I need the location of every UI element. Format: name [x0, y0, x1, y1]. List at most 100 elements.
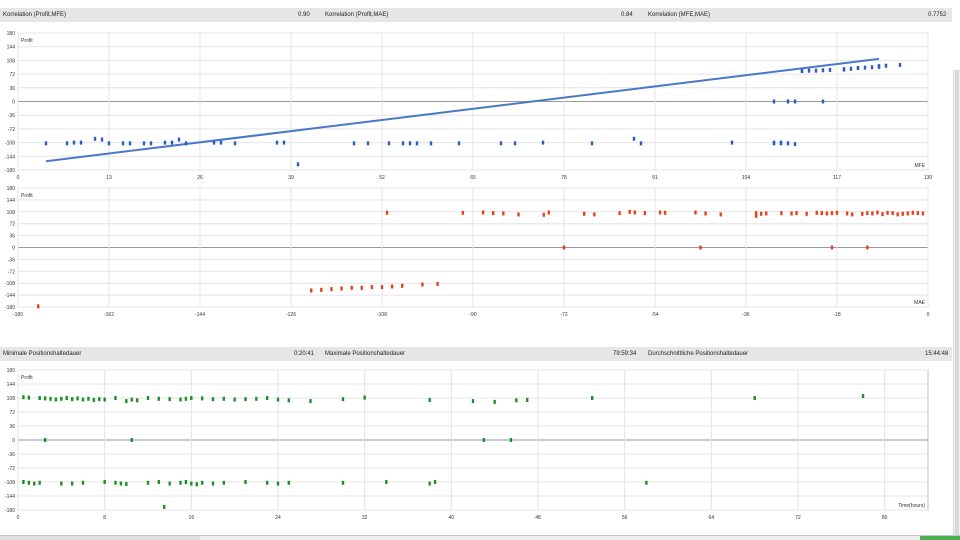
data-point: [891, 211, 894, 216]
data-point: [157, 480, 161, 484]
y-tick-label: -144: [5, 494, 15, 500]
data-point: [92, 397, 96, 402]
data-point: [363, 395, 366, 400]
data-point: [44, 141, 48, 146]
x-axis-label: MAE: [914, 300, 926, 306]
x-tick-label: 80: [882, 515, 888, 521]
data-point: [350, 285, 353, 290]
data-point: [130, 397, 133, 402]
y-tick-label: 72: [9, 222, 15, 228]
stat-label: Minimale Positionshaltedauer: [3, 351, 82, 357]
data-point: [429, 141, 433, 146]
data-point: [60, 481, 63, 486]
stat-value: 0.7752: [928, 12, 947, 18]
data-point: [753, 396, 756, 400]
chart-panel-time: -180 -144 -108 -72 -36 0 36 72 108 144 180 0 8 16 24 32…: [0, 365, 952, 525]
data-point: [842, 67, 846, 72]
y-tick-label: -144: [5, 154, 15, 160]
data-point: [886, 210, 889, 215]
report-tabs[interactable]: [0, 536, 200, 540]
data-point: [276, 481, 280, 486]
stat-value: 0.90: [298, 12, 310, 18]
y-tick-label: 180: [7, 186, 16, 192]
data-point: [200, 396, 204, 401]
x-tick-label: 13: [106, 175, 112, 181]
data-point: [863, 65, 867, 70]
x-tick-label: 32: [362, 515, 368, 521]
y-tick-label: -108: [5, 141, 15, 147]
x-tick-label: 16: [189, 515, 195, 521]
data-point: [645, 480, 648, 485]
data-point: [38, 480, 41, 485]
y-tick-label: 108: [7, 210, 16, 216]
data-point: [805, 211, 808, 216]
chart-panel-mfe: -180 -144 -108 -72 -36 0 36 72 108 144 180 0 13 26 39 5…: [0, 27, 952, 185]
x-tick-label: -54: [651, 312, 658, 318]
data-point: [70, 397, 74, 402]
y-axis-label: Profit: [21, 38, 33, 44]
status-indicator: [920, 536, 960, 540]
data-point: [27, 395, 31, 400]
data-point: [170, 140, 174, 145]
data-point: [370, 285, 374, 290]
data-point: [184, 480, 188, 484]
x-tick-label: -144: [195, 312, 205, 318]
data-point: [309, 399, 312, 404]
x-tick-label: 64: [709, 515, 715, 521]
data-point: [639, 141, 643, 146]
data-point: [861, 394, 865, 399]
data-point: [911, 210, 915, 215]
data-point: [255, 396, 258, 401]
y-tick-label: -72: [8, 466, 15, 472]
data-point: [421, 282, 424, 287]
data-point: [149, 141, 153, 146]
data-point: [276, 397, 280, 402]
y-tick-label: 0: [12, 246, 15, 252]
data-point: [310, 288, 313, 293]
data-point: [793, 99, 797, 104]
data-point: [850, 212, 854, 217]
data-point: [821, 68, 825, 73]
data-point: [184, 141, 188, 146]
x-axis-label: Time(hours): [898, 503, 925, 509]
stat-label: Korrelation (Profit,MFE): [3, 12, 67, 18]
data-point: [830, 211, 834, 216]
stat-value: 0:20:41: [294, 351, 315, 357]
data-point: [401, 141, 405, 146]
data-point: [54, 397, 58, 402]
data-point: [542, 212, 545, 217]
data-point: [211, 397, 215, 402]
stat-label: Korrelation (Profit,MAE): [325, 12, 389, 18]
data-point: [265, 480, 269, 485]
y-axis-label: Profit: [21, 375, 33, 381]
y-axis-label: Profit: [21, 193, 33, 199]
data-point: [618, 211, 621, 216]
x-tick-label: -126: [286, 312, 296, 318]
data-point: [179, 480, 182, 485]
data-point: [81, 397, 85, 402]
data-point: [428, 397, 431, 402]
data-point: [699, 245, 702, 250]
y-tick-label: 180: [7, 368, 16, 374]
data-point: [222, 480, 226, 485]
scrollbar-thumb[interactable]: [955, 70, 959, 540]
data-point: [135, 398, 139, 403]
data-point: [828, 67, 832, 72]
mfe-scatter-chart: -180 -144 -108 -72 -36 0 36 72 108 144 180 0 13 26 39 5…: [5, 31, 932, 181]
data-point: [492, 211, 495, 216]
data-point: [786, 99, 790, 104]
data-point: [341, 397, 345, 402]
data-point: [876, 210, 879, 215]
data-point: [807, 68, 811, 73]
data-point: [825, 211, 829, 216]
vertical-scrollbar[interactable]: [953, 70, 960, 540]
data-point: [471, 399, 475, 404]
data-point: [849, 66, 853, 71]
x-tick-label: 56: [622, 515, 628, 521]
data-point: [43, 438, 47, 442]
data-point: [360, 285, 363, 290]
data-point: [401, 283, 404, 288]
x-tick-label: -36: [742, 312, 749, 318]
data-point: [866, 211, 869, 216]
